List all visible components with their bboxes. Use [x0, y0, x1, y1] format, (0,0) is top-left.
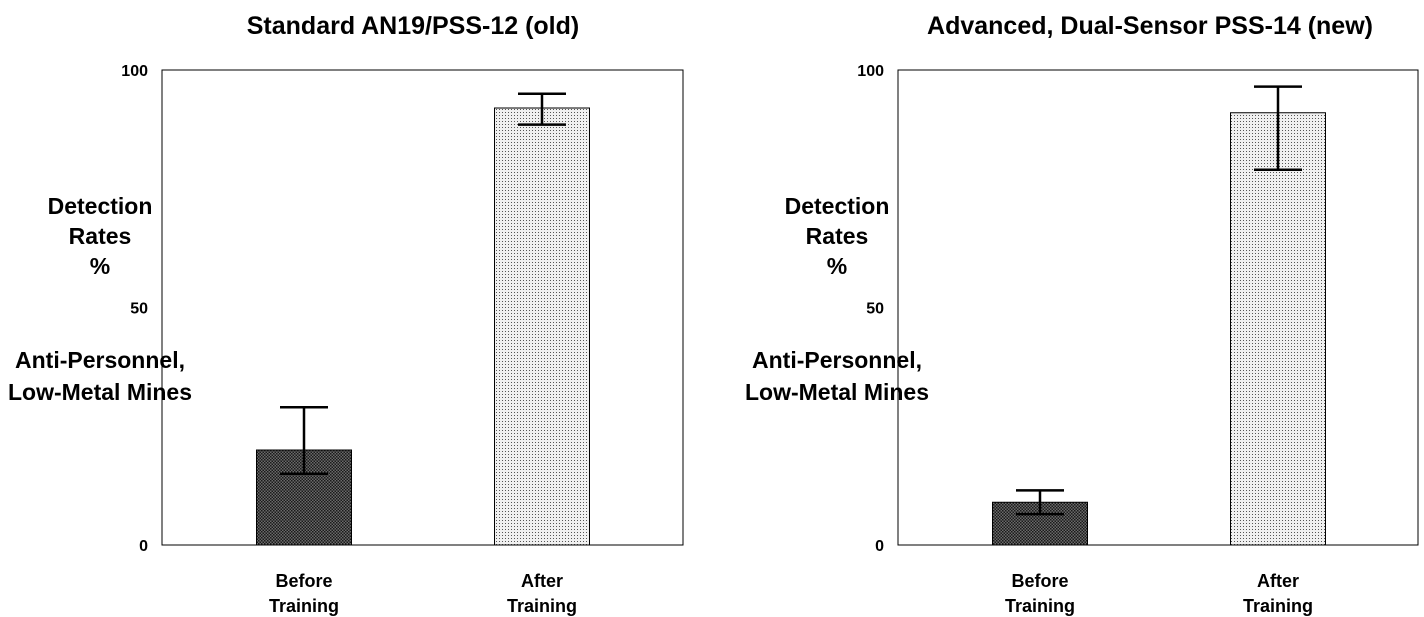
error-bar	[1016, 489, 1064, 516]
error-bar	[1254, 85, 1302, 171]
plot-frame	[161, 69, 684, 546]
y-tick-label: 0	[139, 538, 148, 555]
plot-frame	[897, 69, 1419, 546]
x-category-label: Before	[275, 571, 332, 591]
y-axis-label-line: %	[827, 253, 847, 279]
chart-title: Advanced, Dual-Sensor PSS-14 (new)	[927, 12, 1373, 40]
y-axis-label-line: %	[90, 253, 110, 279]
y-tick-label: 0	[875, 538, 884, 555]
x-category-label: After	[521, 571, 563, 591]
y-tick-label: 100	[121, 63, 148, 80]
chart-panel-0: Standard AN19/PSS-12 (old) 0 50 100 Detectio…	[8, 12, 684, 616]
x-category-label: Training	[507, 596, 577, 616]
chart-title: Standard AN19/PSS-12 (old)	[247, 12, 579, 40]
x-category-label: Before	[1011, 571, 1068, 591]
y-axis-label-line: Rates	[806, 223, 869, 249]
error-bar	[518, 92, 566, 126]
y-axis-label-line: Anti-Personnel,	[752, 347, 922, 373]
x-category-label: Training	[1243, 596, 1313, 616]
y-axis-label-line: Anti-Personnel,	[15, 347, 185, 373]
bar	[494, 107, 590, 546]
bar	[1230, 112, 1326, 546]
y-tick-label: 100	[857, 63, 884, 80]
x-category-label: Training	[1005, 596, 1075, 616]
error-bar	[280, 406, 328, 475]
y-axis-label-line: Detection	[48, 193, 153, 219]
y-tick-label: 50	[130, 301, 148, 318]
y-axis-label-line: Low-Metal Mines	[745, 379, 929, 405]
chart-panel-1: Advanced, Dual-Sensor PSS-14 (new) 0 50 100…	[745, 12, 1419, 616]
y-axis-label-line: Low-Metal Mines	[8, 379, 192, 405]
y-axis-label-line: Detection	[785, 193, 890, 219]
y-axis-label-line: Rates	[69, 223, 132, 249]
x-category-label: After	[1257, 571, 1299, 591]
x-category-label: Training	[269, 596, 339, 616]
y-tick-label: 50	[866, 301, 884, 318]
